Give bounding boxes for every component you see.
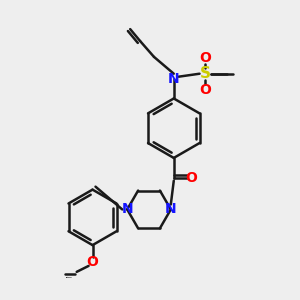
Text: O: O xyxy=(186,171,197,185)
Text: N: N xyxy=(122,202,133,216)
Text: N: N xyxy=(165,202,177,216)
Text: N: N xyxy=(168,72,180,86)
Text: S: S xyxy=(200,66,211,81)
Text: methoxy: methoxy xyxy=(65,277,72,278)
Text: O: O xyxy=(87,255,98,269)
Text: O: O xyxy=(200,51,211,65)
Text: O: O xyxy=(200,82,211,97)
